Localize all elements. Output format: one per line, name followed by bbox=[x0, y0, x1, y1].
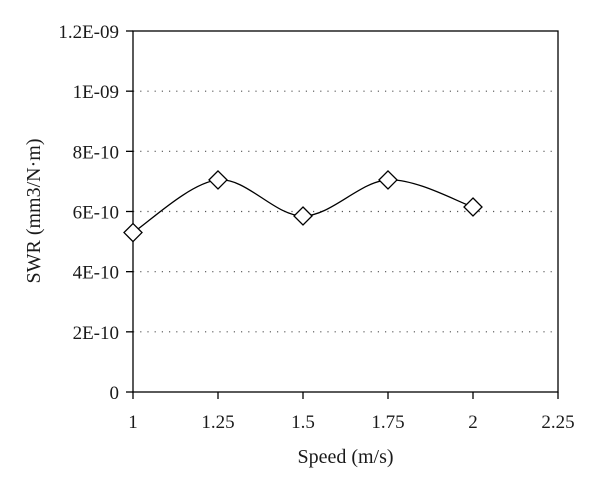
x-tick-label: 2.25 bbox=[541, 412, 574, 433]
x-tick-label: 1.25 bbox=[201, 412, 234, 433]
y-axis-title: SWR (mm3/N·m) bbox=[23, 139, 45, 284]
x-tick-label: 2 bbox=[468, 412, 478, 433]
data-point-diamond bbox=[123, 222, 143, 243]
y-tick-label: 2E-10 bbox=[73, 323, 119, 344]
y-tick-label: 8E-10 bbox=[73, 142, 119, 163]
data-points bbox=[123, 169, 483, 243]
gridlines bbox=[133, 90, 558, 333]
plot-frame bbox=[132, 30, 559, 393]
data-point-diamond bbox=[463, 197, 483, 217]
tick-marks bbox=[126, 30, 559, 399]
y-tick-label: 1.2E-09 bbox=[58, 22, 119, 43]
x-axis-title: Speed (m/s) bbox=[297, 446, 393, 468]
x-tick-label: 1.75 bbox=[371, 412, 404, 433]
y-tick-labels: 0 2E-10 4E-10 6E-10 8E-10 1E-09 1.2E-09 bbox=[58, 22, 119, 404]
y-tick-label: 4E-10 bbox=[73, 263, 119, 284]
x-tick-labels: 1 1.25 1.5 1.75 2 2.25 bbox=[128, 412, 574, 433]
y-tick-label: 1E-09 bbox=[73, 82, 119, 103]
data-point-diamond bbox=[378, 169, 398, 190]
x-tick-label: 1 bbox=[128, 412, 138, 433]
y-tick-label: 6E-10 bbox=[73, 203, 119, 224]
y-tick-label: 0 bbox=[110, 383, 120, 404]
data-point-diamond bbox=[208, 169, 228, 190]
x-tick-label: 1.5 bbox=[291, 412, 315, 433]
data-point-diamond bbox=[293, 206, 313, 226]
